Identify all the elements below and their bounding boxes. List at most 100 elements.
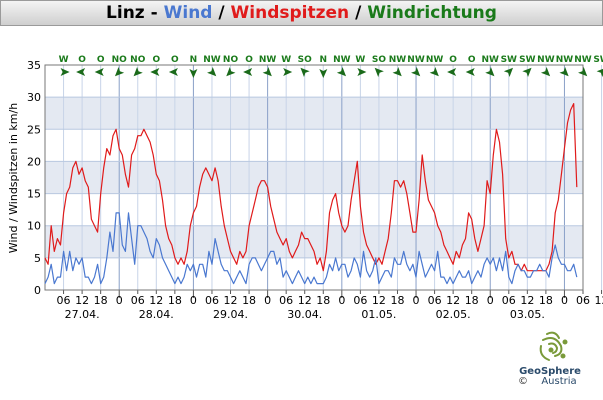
direction-label: NW: [333, 55, 351, 65]
direction-label: O: [245, 55, 253, 65]
x-date-labels: 27.04. 28.04. 29.04. 30.04. 01.05. 02.05. 03.0…: [65, 308, 545, 321]
x-hour-labels: 06 12 18 0 06 12 18 0 06 12 18 0 06 12 18 0 06 12 18 0 06 12 1…: [57, 294, 603, 307]
x-hour-label: 12: [372, 294, 386, 307]
direction-label: SO: [372, 55, 386, 65]
title-sep-3: /: [349, 3, 368, 23]
direction-arrow: [189, 69, 198, 78]
x-hour-label: 18: [316, 294, 330, 307]
x-hour-label: 18: [539, 294, 553, 307]
wind-chart: W O O NO NO O O N NW NO O NW W SO N NW W SO NW NW NW O O NW SW SW…: [7, 55, 603, 321]
direction-arrow: [429, 67, 439, 77]
direction-arrow: [559, 67, 569, 77]
y-tick-label: 15: [27, 188, 41, 201]
x-hour-label: 12: [520, 294, 534, 307]
x-hour-label: 0: [190, 294, 197, 307]
x-hour-label: 0: [561, 294, 568, 307]
x-hour-label: 0: [116, 294, 123, 307]
x-hour-label: 06: [205, 294, 219, 307]
direction-arrow: [540, 67, 551, 77]
series-wind: [44, 212, 578, 285]
y-tick-label: 0: [34, 284, 41, 297]
direction-arrow: [168, 68, 178, 76]
title-sep-1: -: [144, 3, 164, 23]
logo-line-2: Austria: [541, 376, 576, 387]
x-date-label: 29.04.: [213, 308, 248, 321]
logo-mark: [539, 331, 568, 361]
x-hour-label: 06: [279, 294, 293, 307]
y-tick-label: 25: [27, 123, 41, 136]
x-date-label: 28.04.: [139, 308, 174, 321]
chart-title: Linz - Wind / Windspitzen / Windrichtung: [0, 0, 603, 26]
direction-arrow: [243, 68, 253, 76]
x-date-label: 02.05.: [436, 308, 471, 321]
direction-arrow: [503, 67, 514, 77]
direction-arrow: [374, 67, 384, 77]
y-tick-label: 10: [27, 220, 41, 233]
x-hour-label: 06: [502, 294, 516, 307]
direction-label: NW: [482, 55, 500, 65]
x-hour-label: 0: [487, 294, 494, 307]
series-gusts: [44, 102, 578, 272]
x-hour-label: 06: [131, 294, 145, 307]
title-station: Linz: [106, 3, 145, 23]
direction-label: NW: [537, 55, 555, 65]
direction-label: NO: [223, 55, 239, 65]
direction-label: O: [152, 55, 160, 65]
direction-arrow: [207, 67, 217, 77]
y-tick-label: 20: [27, 155, 41, 168]
direction-label: NW: [203, 55, 221, 65]
x-hour-label: 06: [353, 294, 367, 307]
y-tick-label: 5: [34, 252, 41, 265]
direction-arrow: [283, 68, 293, 76]
direction-arrow: [226, 67, 236, 77]
direction-label: O: [468, 55, 476, 65]
direction-label: O: [97, 55, 105, 65]
x-hour-label: 06: [576, 294, 590, 307]
direction-label: N: [190, 55, 198, 65]
x-hour-label: 0: [264, 294, 271, 307]
direction-arrow: [392, 67, 402, 77]
direction-label: SW: [501, 55, 517, 65]
direction-arrow: [596, 67, 603, 77]
direction-label: SW: [593, 55, 603, 65]
x-date-label: 27.04.: [65, 308, 100, 321]
gusts-line: [44, 102, 578, 272]
title-sep-2: /: [212, 3, 231, 23]
title-gusts: Windspitzen: [230, 3, 350, 23]
x-hour-label: 18: [242, 294, 256, 307]
direction-arrow: [522, 67, 532, 77]
direction-arrow: [319, 69, 328, 78]
plot-frame: [44, 64, 584, 291]
logo-copyright: ©: [518, 376, 528, 387]
x-hour-label: 18: [390, 294, 404, 307]
direction-label: SW: [519, 55, 535, 65]
direction-arrow: [76, 68, 86, 76]
y-axis-label: Wind / Windspitzen in km/h: [7, 103, 20, 253]
direction-arrow: [465, 68, 475, 76]
direction-arrow: [114, 67, 125, 77]
x-hour-label: 18: [94, 294, 108, 307]
direction-label: NW: [574, 55, 592, 65]
direction-arrow: [411, 67, 421, 77]
x-hour-label: 12: [595, 294, 603, 307]
x-hour-label: 12: [149, 294, 163, 307]
direction-arrow: [150, 68, 160, 76]
geosphere-logo: GeoSphere © Austria: [518, 331, 581, 387]
x-hour-label: 0: [413, 294, 420, 307]
y-tick-labels: 0 5 10 15 20 25 30 35: [27, 59, 41, 297]
logo-line-1: GeoSphere: [519, 366, 581, 377]
direction-arrow: [60, 68, 70, 76]
direction-label: NW: [389, 55, 407, 65]
x-hour-label: 12: [224, 294, 238, 307]
x-date-label: 03.05.: [510, 308, 545, 321]
direction-labels: W O O NO NO O O N NW NO O NW W SO N NW W SO NW NW NW O O NW SW SW…: [59, 55, 603, 65]
x-date-label: 30.04.: [287, 308, 322, 321]
direction-arrow: [133, 67, 143, 77]
direction-label: N: [320, 55, 328, 65]
x-hour-label: 18: [168, 294, 182, 307]
direction-label: NO: [112, 55, 128, 65]
x-hour-label: 18: [465, 294, 479, 307]
plot-band: [45, 161, 583, 194]
wind-line: [44, 212, 578, 285]
direction-label: SO: [298, 55, 312, 65]
